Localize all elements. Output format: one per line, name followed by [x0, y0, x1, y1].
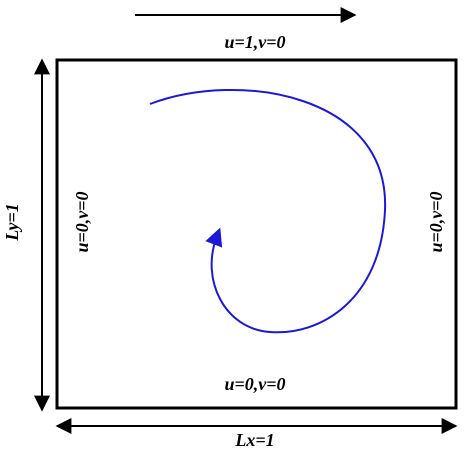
vortex-streamline — [149, 89, 387, 334]
width-label: Lx=1 — [234, 430, 274, 450]
left-boundary-label: u=0,v=0 — [72, 191, 92, 252]
cavity-box — [55, 58, 458, 410]
top-boundary-label: u=1,v=0 — [224, 32, 285, 52]
right-boundary-label: u=0,v=0 — [426, 191, 446, 252]
bottom-boundary-label: u=0,v=0 — [224, 374, 285, 394]
height-label: Ly=1 — [2, 203, 22, 242]
